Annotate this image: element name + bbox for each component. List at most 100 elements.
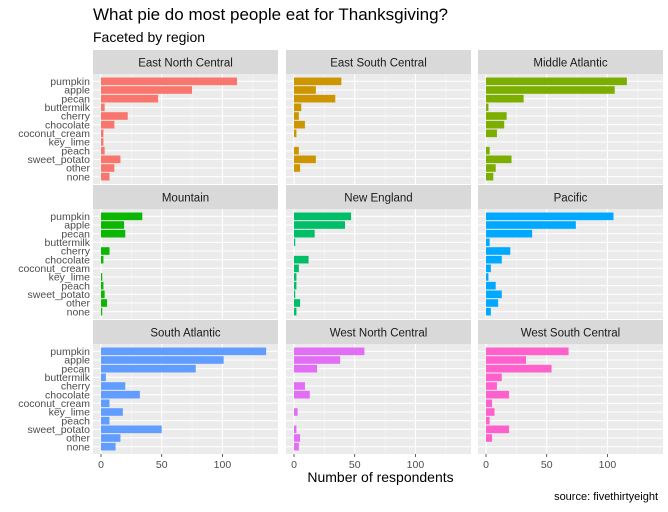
y-tick-label: chocolate <box>45 119 90 131</box>
facet-strip <box>93 185 278 209</box>
bar-south-atlantic-key_lime <box>101 408 123 416</box>
bar-east-north-central-other <box>101 164 115 172</box>
bar-west-south-central-buttermilk <box>486 373 502 382</box>
facet-strip <box>478 185 663 209</box>
bar-east-north-central-key_lime <box>101 138 104 146</box>
facet-west-south-central: West South Central 0 50 100 <box>478 320 663 471</box>
y-tick-label: sweet_potato <box>28 289 91 301</box>
chart-subtitle: Faceted by region <box>93 29 206 45</box>
y-tick-label: sweet_potato <box>28 424 91 436</box>
bar-mountain-none <box>101 307 103 316</box>
y-tick-label: other <box>66 163 90 175</box>
bar-east-north-central-apple <box>101 86 193 94</box>
bar-south-atlantic-none <box>101 442 116 451</box>
bar-pacific-pumpkin <box>486 212 614 221</box>
bar-east-north-central-cherry <box>101 112 128 120</box>
x-tick-label: 0 <box>98 459 104 471</box>
facet-strip-label: West South Central <box>521 328 621 340</box>
bar-west-north-central-none <box>294 442 299 451</box>
x-tick-label: 0 <box>291 459 297 471</box>
facet-middle-atlantic: Middle Atlantic <box>478 50 663 184</box>
y-tick-label: none <box>67 306 91 318</box>
bar-south-atlantic-pecan <box>101 364 196 373</box>
bar-south-atlantic-sweet_potato <box>101 425 162 434</box>
bar-pacific-none <box>486 307 491 316</box>
bar-west-north-central-apple <box>294 356 341 364</box>
facet-strip-label: Middle Atlantic <box>533 58 607 70</box>
facet-strip <box>286 320 471 344</box>
y-tick-label: coconut_cream <box>18 128 90 140</box>
bar-south-atlantic-chocolate <box>101 390 140 399</box>
y-tick-label: chocolate <box>45 254 90 266</box>
x-tick-label: 50 <box>349 459 361 471</box>
bar-east-north-central-coconut_cream <box>101 129 104 138</box>
bar-new-england-key_lime <box>294 273 297 281</box>
y-tick-label: peach <box>61 415 90 427</box>
y-tick-label: pecan <box>61 228 90 240</box>
y-tick-label: coconut_cream <box>18 263 90 275</box>
caption: source: fivethirtyeight <box>554 491 658 503</box>
y-tick-label: buttermilk <box>44 372 90 384</box>
bar-east-north-central-chocolate <box>101 120 115 129</box>
x-tick-label: 0 <box>483 459 489 471</box>
y-tick-label: apple <box>64 220 90 232</box>
bar-west-south-central-apple <box>486 356 527 364</box>
facet-new-england: New England <box>286 185 471 319</box>
y-tick-label: cherry <box>61 246 91 258</box>
bar-middle-atlantic-peach <box>486 146 490 155</box>
bar-mountain-key_lime <box>101 273 103 281</box>
bar-pacific-buttermilk <box>486 238 490 247</box>
bar-south-atlantic-cherry <box>101 382 126 390</box>
y-tick-label: key_lime <box>49 272 91 284</box>
bar-pacific-cherry <box>486 247 511 255</box>
bar-east-north-central-none <box>101 172 110 181</box>
bar-east-north-central-sweet_potato <box>101 155 121 164</box>
y-tick-label: sweet_potato <box>28 154 91 166</box>
x-tick-label: 50 <box>156 459 168 471</box>
bar-west-south-central-other <box>486 434 493 442</box>
bar-new-england-other <box>294 299 301 307</box>
bar-new-england-coconut_cream <box>294 264 299 273</box>
facet-strip-label: East South Central <box>330 58 427 70</box>
bar-west-north-central-pumpkin <box>294 347 365 356</box>
facet-strip <box>286 50 471 74</box>
bar-middle-atlantic-coconut_cream <box>486 129 497 138</box>
y-tick-label: key_lime <box>49 407 91 419</box>
x-tick-label: 50 <box>541 459 553 471</box>
bar-east-south-central-cherry <box>294 112 299 120</box>
bar-pacific-pecan <box>486 229 533 238</box>
bar-south-atlantic-other <box>101 434 121 442</box>
bar-east-south-central-apple <box>294 86 316 94</box>
bar-new-england-buttermilk <box>294 238 296 247</box>
facet-strip <box>478 50 663 74</box>
facet-strip <box>478 320 663 344</box>
y-tick-label: other <box>66 433 90 445</box>
bar-mountain-other <box>101 299 108 307</box>
bar-west-south-central-key_lime <box>486 408 495 416</box>
bar-west-north-central-other <box>294 434 301 442</box>
y-tick-label: chocolate <box>45 389 90 401</box>
bar-middle-atlantic-pecan <box>486 94 524 103</box>
bar-mountain-apple <box>101 221 125 229</box>
bar-south-atlantic-apple <box>101 356 224 364</box>
facet-mountain: Mountain pumpkinapplepecanbuttermilkcherr… <box>18 185 278 319</box>
bar-pacific-key_lime <box>486 273 489 281</box>
bar-west-north-central-pecan <box>294 364 318 373</box>
y-tick-label: none <box>67 441 91 453</box>
bar-new-england-sweet_potato <box>294 290 296 299</box>
bar-pacific-peach <box>486 281 496 290</box>
y-tick-label: apple <box>64 85 90 97</box>
facet-strip-label: Mountain <box>162 193 209 205</box>
bar-middle-atlantic-sweet_potato <box>486 155 512 164</box>
y-tick-label: none <box>67 171 91 183</box>
bar-middle-atlantic-none <box>486 172 494 181</box>
bar-west-south-central-peach <box>486 416 490 425</box>
bar-west-north-central-key_lime <box>294 408 298 416</box>
bar-east-south-central-pumpkin <box>294 77 342 86</box>
y-tick-label: buttermilk <box>44 237 90 249</box>
bar-west-south-central-coconut_cream <box>486 399 493 408</box>
y-tick-label: other <box>66 298 90 310</box>
bar-new-england-chocolate <box>294 255 309 264</box>
bar-south-atlantic-coconut_cream <box>101 399 110 408</box>
